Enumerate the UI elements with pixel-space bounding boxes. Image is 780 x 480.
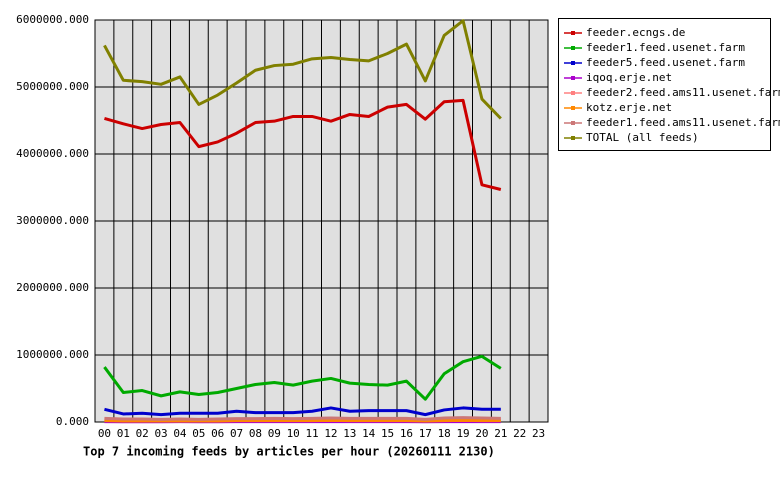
x-tick-label: 04 [173,427,187,440]
x-tick-label: 09 [268,427,281,440]
x-tick-label: 18 [438,427,451,440]
legend-label: feeder5.feed.usenet.farm [586,56,745,69]
legend-label: iqoq.erje.net [586,71,672,84]
legend-label: kotz.erje.net [586,101,672,114]
y-tick-label: 0.000 [56,415,89,428]
x-tick-label: 21 [494,427,507,440]
series-line [103,354,502,401]
y-tick-label: 2000000.000 [16,281,89,294]
x-tick-label: 13 [343,427,356,440]
x-tick-label: 00 [98,427,111,440]
legend-box [558,18,771,151]
chart-title: Top 7 incoming feeds by articles per hou… [83,445,495,459]
legend-label: feeder1.feed.ams11.usenet.farm [586,116,780,129]
legend-marker [571,136,575,140]
x-tick-label: 22 [513,427,526,440]
legend-marker [571,91,575,95]
legend-label: TOTAL (all feeds) [586,131,699,144]
x-tick-label: 16 [400,427,413,440]
x-tick-label: 20 [475,427,488,440]
x-tick-label: 07 [230,427,243,440]
legend-marker [571,46,575,50]
legend-label: feeder.ecngs.de [586,26,685,39]
series-line [104,418,501,423]
y-tick-label: 3000000.000 [16,214,89,227]
x-tick-label: 19 [456,427,469,440]
legend-label: feeder2.feed.ams11.usenet.farm [586,86,780,99]
y-tick-label: 1000000.000 [16,348,89,361]
x-tick-label: 12 [324,427,337,440]
y-tick-label: 4000000.000 [16,147,89,160]
legend-marker [571,121,575,125]
x-tick-label: 11 [305,427,318,440]
x-tick-label: 05 [192,427,205,440]
legend-marker [571,61,575,65]
y-tick-label: 6000000.000 [16,13,89,26]
x-tick-label: 02 [136,427,149,440]
x-tick-label: 06 [211,427,224,440]
x-tick-label: 15 [381,427,394,440]
legend-label: feeder1.feed.usenet.farm [586,41,745,54]
x-tick-label: 23 [532,427,545,440]
series-line [104,98,502,191]
legend-marker [571,76,575,80]
legend-marker [571,31,575,35]
x-tick-label: 17 [419,427,432,440]
x-tick-label: 08 [249,427,262,440]
series-line [104,406,501,417]
legend-marker [571,106,575,110]
series-line [104,416,501,421]
x-tick-label: 14 [362,427,376,440]
x-tick-label: 10 [287,427,300,440]
y-tick-label: 5000000.000 [16,80,89,93]
x-tick-label: 03 [154,427,167,440]
x-tick-label: 01 [117,427,130,440]
series-line [103,19,502,120]
